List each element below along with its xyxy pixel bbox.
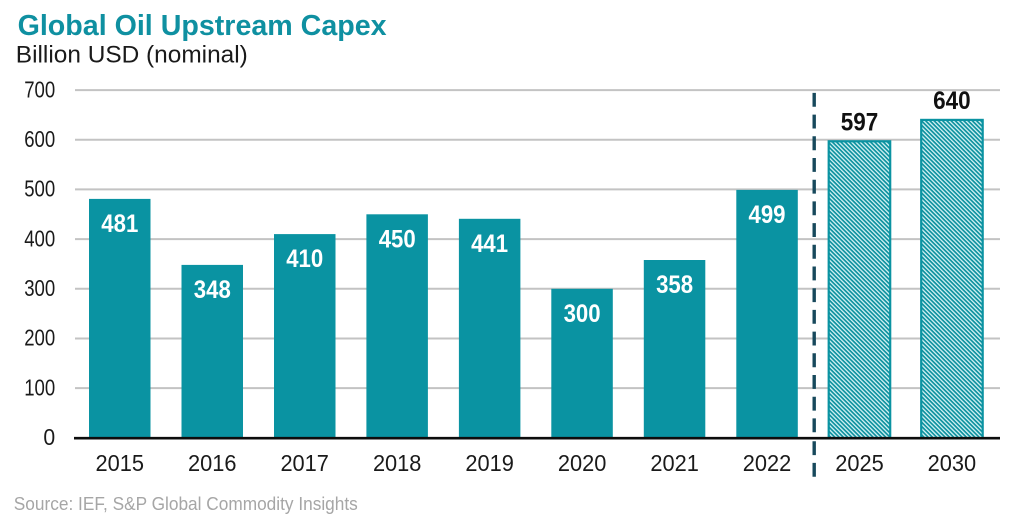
svg-text:499: 499	[749, 201, 786, 229]
svg-text:640: 640	[933, 87, 971, 115]
svg-text:358: 358	[656, 271, 693, 299]
svg-text:597: 597	[841, 108, 879, 136]
svg-text:2022: 2022	[743, 450, 792, 476]
svg-text:348: 348	[194, 276, 231, 304]
svg-text:300: 300	[24, 275, 55, 301]
svg-text:200: 200	[24, 325, 55, 351]
svg-text:500: 500	[24, 176, 55, 202]
svg-text:Source: IEF, S&P Global Commod: Source: IEF, S&P Global Commodity Insigh…	[14, 493, 358, 514]
svg-text:2018: 2018	[373, 450, 422, 476]
svg-text:2017: 2017	[280, 450, 329, 476]
svg-text:441: 441	[471, 230, 508, 258]
svg-text:300: 300	[564, 300, 601, 328]
svg-text:2021: 2021	[650, 450, 699, 476]
svg-text:2030: 2030	[928, 450, 977, 476]
svg-text:2016: 2016	[188, 450, 237, 476]
svg-text:700: 700	[24, 76, 55, 102]
svg-text:2015: 2015	[96, 450, 145, 476]
svg-text:450: 450	[379, 225, 416, 253]
svg-text:100: 100	[24, 374, 55, 400]
svg-text:Billion USD (nominal): Billion USD (nominal)	[16, 41, 248, 68]
svg-text:2019: 2019	[465, 450, 514, 476]
svg-text:400: 400	[24, 225, 55, 251]
svg-text:Global Oil Upstream Capex: Global Oil Upstream Capex	[18, 10, 387, 42]
svg-text:481: 481	[101, 210, 138, 238]
svg-text:0: 0	[43, 424, 55, 450]
svg-text:2020: 2020	[558, 450, 607, 476]
svg-text:600: 600	[24, 126, 55, 152]
svg-text:2025: 2025	[835, 450, 884, 476]
svg-text:410: 410	[286, 245, 323, 273]
